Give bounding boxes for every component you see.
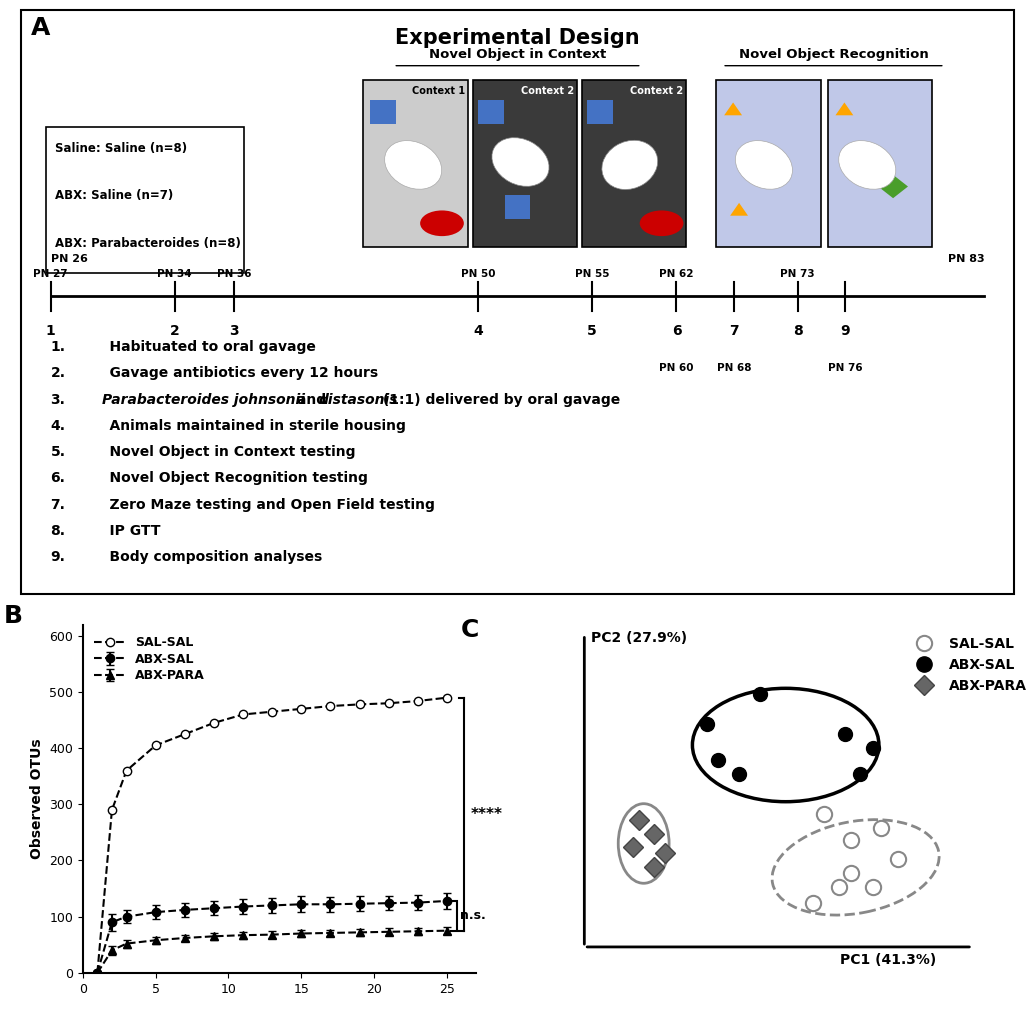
SAL-SAL <box>324 700 336 713</box>
Polygon shape <box>730 203 748 216</box>
SAL-SAL <box>412 695 424 708</box>
Text: PN 34: PN 34 <box>157 268 193 279</box>
Ellipse shape <box>385 140 442 189</box>
Text: PN 26: PN 26 <box>51 254 87 264</box>
SAL-SAL <box>295 702 307 715</box>
Text: Novel Object in Context testing: Novel Object in Context testing <box>90 445 356 459</box>
Text: Saline: Saline (n=8): Saline: Saline (n=8) <box>56 141 187 155</box>
Legend: SAL-SAL, ABX-SAL, ABX-PARA: SAL-SAL, ABX-SAL, ABX-PARA <box>89 631 210 687</box>
Text: Zero Maze testing and Open Field testing: Zero Maze testing and Open Field testing <box>90 498 435 512</box>
SAL-SAL <box>149 739 161 752</box>
Text: 4.: 4. <box>51 419 65 433</box>
SAL-SAL <box>383 697 395 710</box>
Text: 4: 4 <box>473 325 482 338</box>
Ellipse shape <box>838 140 896 189</box>
Bar <box>828 80 932 247</box>
Text: 5.: 5. <box>51 445 65 459</box>
Text: 6: 6 <box>672 325 681 338</box>
Ellipse shape <box>492 137 549 186</box>
Text: 2: 2 <box>170 325 180 338</box>
Text: C: C <box>461 617 479 642</box>
Bar <box>587 99 613 124</box>
Text: Context 1: Context 1 <box>412 86 465 96</box>
Bar <box>363 80 468 247</box>
SAL-SAL <box>441 691 453 703</box>
Text: PN 62: PN 62 <box>659 268 693 279</box>
SAL-SAL <box>266 706 278 718</box>
Text: PN 68: PN 68 <box>717 364 751 374</box>
Text: 1: 1 <box>46 325 56 338</box>
Text: Habituated to oral gavage: Habituated to oral gavage <box>90 340 316 354</box>
Circle shape <box>420 211 464 237</box>
Text: IP GTT: IP GTT <box>90 524 160 538</box>
Line: SAL-SAL: SAL-SAL <box>93 693 451 977</box>
SAL-SAL <box>179 728 191 740</box>
Text: 1.: 1. <box>51 340 65 354</box>
Text: 3.: 3. <box>51 392 65 407</box>
Bar <box>582 80 686 247</box>
Text: 6.: 6. <box>51 471 65 485</box>
Ellipse shape <box>735 140 793 189</box>
Text: 5: 5 <box>587 325 597 338</box>
Text: Novel Object Recognition: Novel Object Recognition <box>739 48 928 61</box>
SAL-SAL <box>120 765 132 777</box>
Text: (1:1) delivered by oral gavage: (1:1) delivered by oral gavage <box>379 392 621 407</box>
Text: Context 2: Context 2 <box>630 86 683 96</box>
Text: Novel Object Recognition testing: Novel Object Recognition testing <box>90 471 368 485</box>
Text: ****: **** <box>470 807 502 821</box>
SAL-SAL <box>106 804 118 816</box>
Bar <box>473 80 578 247</box>
Polygon shape <box>835 102 853 116</box>
SAL-SAL <box>91 967 104 979</box>
Text: 7: 7 <box>730 325 739 338</box>
Text: 9: 9 <box>840 325 850 338</box>
Text: ABX: Saline (n=7): ABX: Saline (n=7) <box>56 189 174 203</box>
Text: Body composition analyses: Body composition analyses <box>90 550 323 564</box>
Text: PN 73: PN 73 <box>780 268 815 279</box>
Bar <box>46 127 244 272</box>
Text: PN 83: PN 83 <box>948 254 984 264</box>
Text: PC1 (41.3%): PC1 (41.3%) <box>839 953 936 967</box>
Bar <box>716 80 821 247</box>
Text: 8.: 8. <box>51 524 65 538</box>
Ellipse shape <box>602 140 657 189</box>
Text: PN 27: PN 27 <box>33 268 68 279</box>
SAL-SAL <box>353 698 365 711</box>
Text: and: and <box>292 392 331 407</box>
Text: ABX: Parabacteroides (n=8): ABX: Parabacteroides (n=8) <box>56 238 241 250</box>
Text: PC2 (27.9%): PC2 (27.9%) <box>591 631 687 645</box>
Bar <box>505 195 530 219</box>
Text: 3: 3 <box>230 325 239 338</box>
Text: B: B <box>4 604 23 628</box>
Text: PN 60: PN 60 <box>659 364 693 374</box>
Text: PN 55: PN 55 <box>574 268 610 279</box>
Text: 8: 8 <box>793 325 802 338</box>
Text: Context 2: Context 2 <box>521 86 574 96</box>
Polygon shape <box>724 102 742 116</box>
Text: A: A <box>31 16 50 40</box>
Text: 2.: 2. <box>51 367 65 380</box>
Text: PN 36: PN 36 <box>217 268 252 279</box>
Circle shape <box>640 211 683 237</box>
Text: PN 76: PN 76 <box>828 364 863 374</box>
Text: 9.: 9. <box>51 550 65 564</box>
Text: distasonis: distasonis <box>319 392 398 407</box>
Text: Parabacteroides johnsonii: Parabacteroides johnsonii <box>102 392 305 407</box>
Text: Animals maintained in sterile housing: Animals maintained in sterile housing <box>90 419 406 433</box>
Text: Gavage antibiotics every 12 hours: Gavage antibiotics every 12 hours <box>90 367 379 380</box>
Text: n.s.: n.s. <box>461 909 485 923</box>
Bar <box>478 99 504 124</box>
Bar <box>371 99 396 124</box>
Y-axis label: Observed OTUs: Observed OTUs <box>30 738 43 859</box>
Text: Novel Object in Context: Novel Object in Context <box>428 48 607 61</box>
SAL-SAL <box>237 709 249 721</box>
Text: Experimental Design: Experimental Design <box>395 28 640 48</box>
Text: PN 50: PN 50 <box>461 268 495 279</box>
Legend: SAL-SAL, ABX-SAL, ABX-PARA: SAL-SAL, ABX-SAL, ABX-PARA <box>905 632 1033 698</box>
Polygon shape <box>878 175 908 199</box>
SAL-SAL <box>208 717 220 729</box>
Text: 7.: 7. <box>51 498 65 512</box>
